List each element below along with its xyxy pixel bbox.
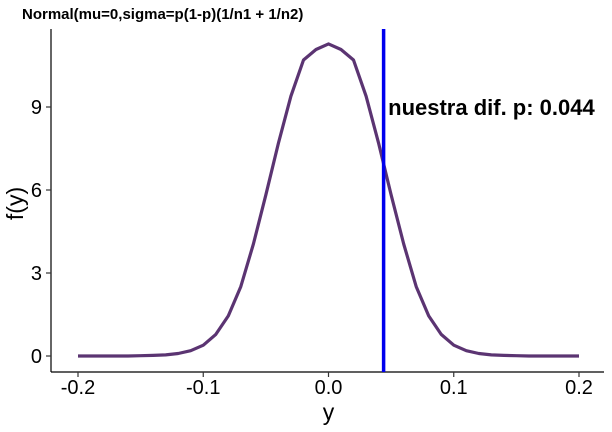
x-axis-label: y	[323, 399, 335, 425]
annotation-label: nuestra dif. p: 0.044	[388, 95, 595, 120]
axes: -0.2 -0.1 0.0 0.1 0.2 0 3 6 9	[31, 29, 604, 399]
y-tick-label: 9	[31, 97, 42, 119]
x-tick-label: -0.1	[186, 377, 220, 399]
series-layer	[78, 42, 579, 358]
x-tick-label: 0.2	[565, 377, 593, 399]
density-curve	[78, 42, 579, 358]
y-tick-label: 3	[31, 263, 42, 285]
x-tick-label: -0.2	[61, 377, 95, 399]
y-tick-label: 0	[31, 346, 42, 368]
x-tick-label: 0.0	[315, 377, 343, 399]
y-axis-label: f(y)	[2, 187, 28, 220]
y-tick-label: 6	[31, 180, 42, 202]
chart-title: Normal(mu=0,sigma=p(1-p)(1/n1 + 1/n2)	[22, 6, 303, 23]
x-tick-label: 0.1	[440, 377, 468, 399]
